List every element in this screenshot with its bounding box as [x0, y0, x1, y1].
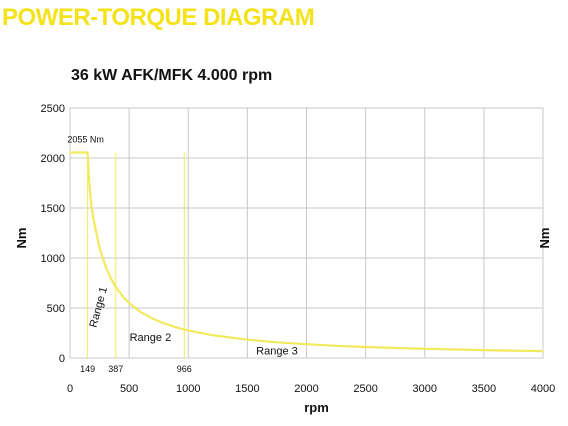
range-marker-label: 149	[80, 364, 95, 374]
peak-torque-label: 2055 Nm	[67, 135, 104, 145]
x-axis-label: rpm	[304, 400, 329, 415]
x-tick-labels: 0 500 1000 1500 2000 2500 3000 3500 4000	[67, 383, 555, 395]
plot-frame	[69, 107, 544, 359]
x-tick-label: 2500	[353, 383, 377, 395]
range-label: Range 3	[256, 346, 298, 358]
grid	[69, 107, 544, 359]
chart-title: 36 kW AFK/MFK 4.000 rpm	[71, 67, 273, 84]
x-tick-label: 1500	[235, 383, 259, 395]
x-tick-label: 3500	[472, 383, 496, 395]
page-heading: POWER-TORQUE DIAGRAM	[2, 4, 315, 31]
x-tick-label: 3000	[413, 383, 437, 395]
y-tick-label: 2000	[41, 153, 65, 165]
torque-curve	[70, 151, 544, 353]
y-tick-label: 0	[59, 353, 65, 365]
range-marker-label: 966	[177, 364, 192, 374]
y-tick-label: 500	[47, 303, 65, 315]
y-tick-label: 2500	[41, 103, 65, 115]
range-label: Range 1	[88, 286, 110, 329]
x-tick-label: 1000	[176, 383, 200, 395]
y-axis-label-left: Nm	[14, 228, 29, 249]
y-axis-label-right: Nm	[537, 228, 552, 249]
y-tick-label: 1500	[41, 203, 65, 215]
x-tick-label: 2000	[294, 383, 318, 395]
y-tick-labels: 0 500 1000 1500 2000 2500	[41, 103, 65, 365]
range-markers	[87, 152, 185, 358]
x-tick-label: 0	[67, 383, 73, 395]
range-label: Range 2	[130, 332, 172, 344]
series-layer	[70, 151, 544, 353]
y-tick-label: 1000	[41, 253, 65, 265]
range-marker-label: 387	[108, 364, 123, 374]
x-tick-label: 500	[120, 383, 138, 395]
x-tick-label: 4000	[531, 383, 555, 395]
